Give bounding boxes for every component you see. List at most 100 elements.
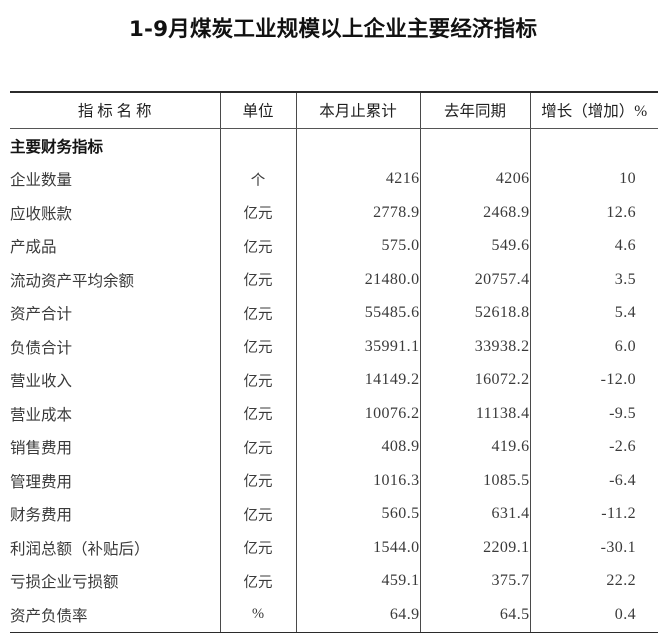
table-row: 负债合计 亿元 35991.1 33938.2 6.0	[10, 330, 658, 364]
cell-current-cumulative: 1544.0	[295, 531, 420, 565]
cell-previous-year: 1085.5	[419, 464, 530, 498]
section-row-empty-cell	[219, 128, 296, 163]
cell-growth-rate: -9.5	[529, 397, 658, 431]
cell-growth-rate: 3.5	[529, 263, 658, 297]
cell-previous-year: 4206	[419, 162, 530, 196]
cell-current-cumulative: 10076.2	[295, 397, 420, 431]
cell-current-cumulative: 560.5	[295, 497, 420, 531]
section-row-empty-cell	[419, 128, 530, 163]
column-header-growth: 增长（增加）%	[529, 91, 658, 129]
cell-current-cumulative: 35991.1	[295, 330, 420, 364]
cell-previous-year: 631.4	[419, 497, 530, 531]
table-row: 资产合计 亿元 55485.6 52618.8 5.4	[10, 296, 658, 330]
cell-indicator-name: 亏损企业亏损额	[10, 574, 119, 592]
table-row: 财务费用 亿元 560.5 631.4 -11.2	[10, 497, 658, 531]
cell-growth-rate: -11.2	[529, 497, 658, 531]
section-label: 主要财务指标	[10, 138, 104, 156]
cell-growth-rate: 6.0	[529, 330, 658, 364]
cell-growth-rate: -6.4	[529, 464, 658, 498]
cell-indicator-name: 资产负债率	[10, 598, 220, 633]
table-row: 应收账款 亿元 2778.9 2468.9 12.6	[10, 196, 658, 230]
cell-indicator-name: 应收账款	[10, 205, 73, 223]
table-row: 营业收入 亿元 14149.2 16072.2 -12.0	[10, 363, 658, 397]
cell-indicator-name: 产成品	[10, 239, 57, 257]
table-header: 指 标 名 称 单位 本月止累计 去年同期 增长（增加）%	[10, 91, 658, 129]
cell-current-cumulative: 21480.0	[295, 263, 420, 297]
cell-unit: 亿元	[219, 430, 296, 464]
cell-growth-rate: 22.2	[529, 564, 658, 598]
economic-indicators-table: 指 标 名 称 单位 本月止累计 去年同期 增长（增加）% 主要财务指标 企业数量…	[10, 91, 658, 633]
cell-unit: 亿元	[219, 497, 296, 531]
cell-previous-year: 20757.4	[419, 263, 530, 297]
cell-current-cumulative: 64.9	[295, 598, 420, 633]
cell-indicator-name: 营业收入	[10, 373, 73, 391]
table-row: 营业成本 亿元 10076.2 11138.4 -9.5	[10, 397, 658, 431]
cell-indicator-name: 资产合计	[10, 306, 73, 324]
cell-current-cumulative: 55485.6	[295, 296, 420, 330]
table-row: 销售费用 亿元 408.9 419.6 -2.6	[10, 430, 658, 464]
cell-current-cumulative: 2778.9	[295, 196, 420, 230]
table-row: 产成品 亿元 575.0 549.6 4.6	[10, 229, 658, 263]
cell-current-cumulative: 459.1	[295, 564, 420, 598]
cell-indicator-name: 财务费用	[10, 507, 73, 525]
table-section-row: 主要财务指标	[10, 128, 658, 163]
cell-previous-year: 64.5	[419, 598, 530, 633]
cell-growth-rate: 0.4	[529, 598, 658, 633]
cell-current-cumulative: 1016.3	[295, 464, 420, 498]
cell-indicator-name: 利润总额（补贴后）	[10, 540, 150, 558]
cell-growth-rate: -2.6	[529, 430, 658, 464]
table-row: 亏损企业亏损额 亿元 459.1 375.7 22.2	[10, 564, 658, 598]
cell-unit: 亿元	[219, 296, 296, 330]
stats-table-container: 指 标 名 称 单位 本月止累计 去年同期 增长（增加）% 主要财务指标 企业数量…	[10, 91, 658, 633]
cell-previous-year: 419.6	[419, 430, 530, 464]
cell-growth-rate: -12.0	[529, 363, 658, 397]
table-body: 主要财务指标 企业数量个 4216 4206 10 应收账款 亿元 2778.9 2468.9 1…	[10, 128, 658, 633]
table-header-row: 指 标 名 称 单位 本月止累计 去年同期 增长（增加）%	[10, 91, 658, 129]
cell-indicator-name: 企业数量	[10, 172, 73, 190]
cell-previous-year: 549.6	[419, 229, 530, 263]
section-row-empty-cell	[295, 128, 420, 163]
cell-indicator-name: 销售费用	[10, 440, 73, 458]
table-row: 流动资产平均余额 亿元 21480.0 20757.4 3.5	[10, 263, 658, 297]
cell-indicator-name: 负债合计	[10, 339, 73, 357]
table-row: 资产负债率% 64.9 64.5 0.4	[10, 598, 658, 633]
cell-unit: 亿元	[219, 330, 296, 364]
cell-unit: 亿元	[219, 196, 296, 230]
section-row-empty-cell	[529, 128, 658, 163]
column-header-unit: 单位	[219, 91, 296, 129]
cell-indicator-name: 流动资产平均余额	[10, 272, 135, 290]
cell-unit: 亿元	[219, 397, 296, 431]
cell-previous-year: 11138.4	[419, 397, 530, 431]
cell-growth-rate: 10	[529, 162, 658, 196]
cell-current-cumulative: 408.9	[295, 430, 420, 464]
column-header-previous: 去年同期	[419, 91, 530, 129]
table-row: 企业数量 个 4216 4206 10	[10, 162, 658, 196]
cell-current-cumulative: 575.0	[295, 229, 420, 263]
cell-unit: 亿元	[219, 263, 296, 297]
cell-indicator-name: 营业成本	[10, 406, 73, 424]
cell-unit: 亿元	[219, 531, 296, 565]
cell-unit: %	[219, 598, 296, 633]
table-row: 管理费用 亿元 1016.3 1085.5 -6.4	[10, 464, 658, 498]
cell-previous-year: 16072.2	[419, 363, 530, 397]
table-row: 利润总额（补贴后） 亿元 1544.0 2209.1 -30.1	[10, 531, 658, 565]
cell-previous-year: 2468.9	[419, 196, 530, 230]
cell-current-cumulative: 14149.2	[295, 363, 420, 397]
column-header-current: 本月止累计	[295, 91, 420, 129]
cell-growth-rate: -30.1	[529, 531, 658, 565]
cell-current-cumulative: 4216	[295, 162, 420, 196]
cell-previous-year: 33938.2	[419, 330, 530, 364]
cell-growth-rate: 4.6	[529, 229, 658, 263]
cell-unit: 亿元	[219, 464, 296, 498]
cell-previous-year: 375.7	[419, 564, 530, 598]
cell-unit: 亿元	[219, 363, 296, 397]
cell-unit: 个	[219, 162, 296, 196]
cell-unit: 亿元	[219, 564, 296, 598]
cell-unit: 亿元	[219, 229, 296, 263]
cell-growth-rate: 5.4	[529, 296, 658, 330]
cell-indicator-name: 管理费用	[10, 473, 73, 491]
cell-previous-year: 2209.1	[419, 531, 530, 565]
cell-growth-rate: 12.6	[529, 196, 658, 230]
column-header-indicator: 指 标 名 称	[10, 91, 220, 129]
